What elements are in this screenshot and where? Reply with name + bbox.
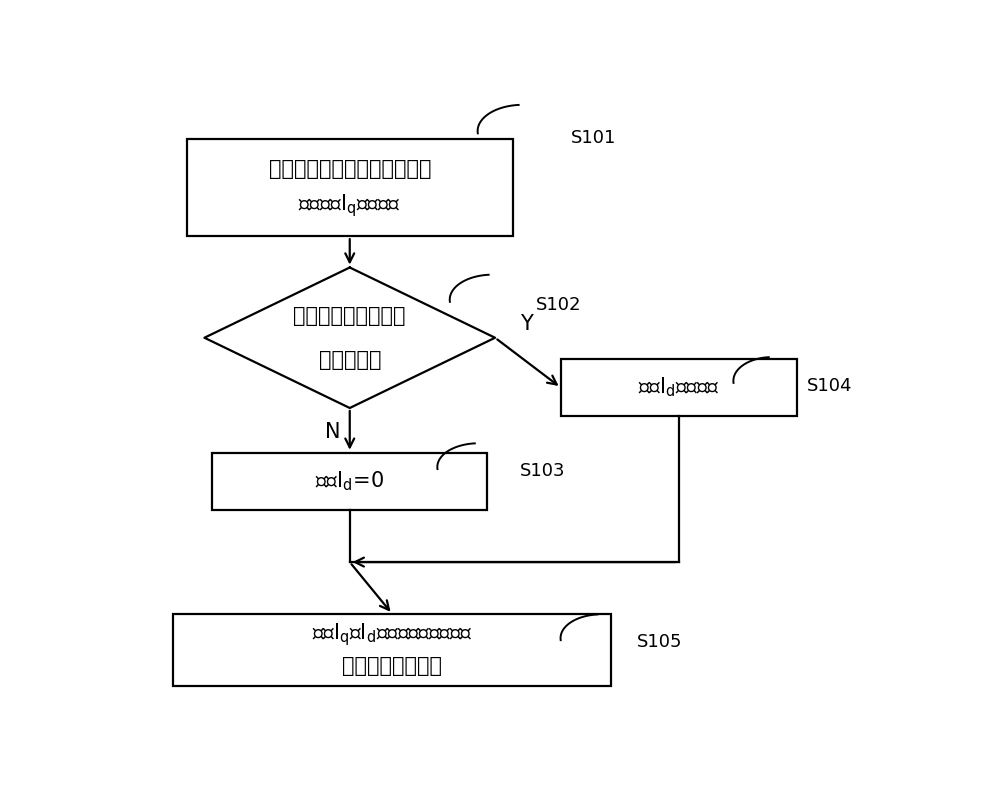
Text: 电机在进入能量反馈制动模式: 电机在进入能量反馈制动模式 <box>268 159 431 179</box>
Text: S101: S101 <box>571 129 616 147</box>
Bar <box>561 359 797 416</box>
Text: S103: S103 <box>520 461 566 480</box>
Text: S105: S105 <box>637 633 682 651</box>
Text: Y: Y <box>520 314 532 334</box>
Text: 后，设置$\mathregular{I_q}$为一负值: 后，设置$\mathregular{I_q}$为一负值 <box>298 192 401 219</box>
Text: 电机实现能量反馈: 电机实现能量反馈 <box>342 655 442 676</box>
Text: 控制$\mathregular{I_d}$=0: 控制$\mathregular{I_d}$=0 <box>315 470 384 493</box>
Bar <box>173 614 611 686</box>
Text: 电饱和状态: 电饱和状态 <box>318 350 381 370</box>
Text: 判断电池是否处于充: 判断电池是否处于充 <box>294 306 406 326</box>
Bar <box>187 139 512 236</box>
Bar <box>212 453 487 510</box>
Text: 控制$\mathregular{I_d}$为一负值: 控制$\mathregular{I_d}$为一负值 <box>638 376 720 400</box>
Text: S102: S102 <box>536 296 581 314</box>
Text: N: N <box>325 422 340 442</box>
Text: S104: S104 <box>807 377 852 395</box>
Text: 根据$\mathregular{I_q}$、$\mathregular{I_d}$进行矢量控制，控制: 根据$\mathregular{I_q}$、$\mathregular{I_d}… <box>312 621 473 648</box>
